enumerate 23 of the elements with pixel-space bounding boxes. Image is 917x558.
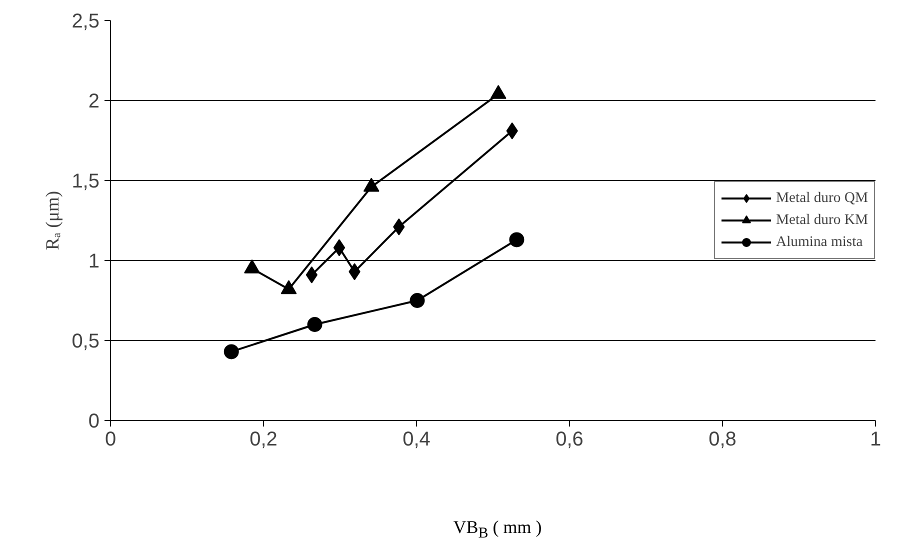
legend-label: Alumina mista bbox=[776, 234, 863, 250]
x-tick-label: 1 bbox=[870, 428, 882, 450]
legend-label: Metal duro QM bbox=[776, 190, 868, 206]
x-tick-label: 0,8 bbox=[708, 428, 736, 450]
y-tick-label: 2,5 bbox=[72, 10, 100, 32]
y-tick-label: 0,5 bbox=[72, 330, 100, 352]
y-axis-title: Rₐ (μm) bbox=[42, 190, 64, 250]
point bbox=[224, 344, 239, 360]
point bbox=[307, 317, 322, 332]
y-tick-label: 2 bbox=[88, 90, 100, 112]
point bbox=[333, 239, 346, 256]
x-tick-label: 0 bbox=[104, 428, 116, 450]
point bbox=[306, 266, 318, 284]
x-tick-label: 0,2 bbox=[250, 428, 278, 450]
legend-label: Metal duro KM bbox=[776, 212, 868, 228]
y-tick-label: 1 bbox=[88, 250, 100, 272]
point bbox=[410, 293, 425, 308]
y-tick-label: 0 bbox=[88, 410, 100, 432]
y-tick-label: 1,5 bbox=[72, 170, 100, 192]
x-tick-label: 0,6 bbox=[556, 428, 584, 450]
point bbox=[509, 232, 524, 248]
x-tick-label: 0,4 bbox=[402, 428, 430, 450]
x-axis-title: VB$_{B}$ ( mm ) bbox=[452, 516, 543, 544]
